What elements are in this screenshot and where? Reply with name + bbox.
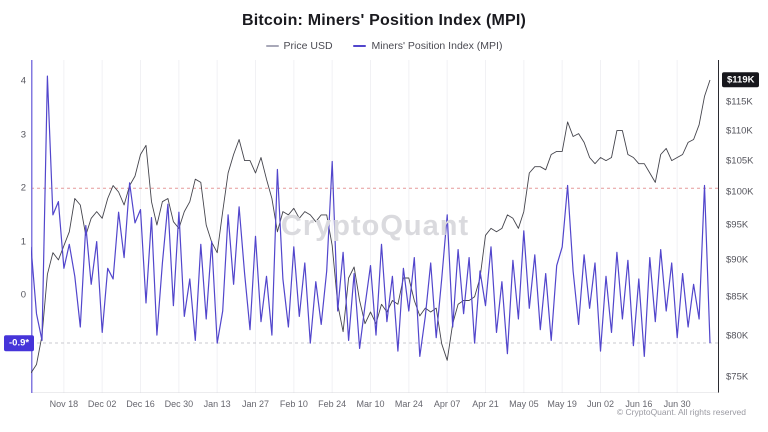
legend-label-mpi: Miners' Position Index (MPI) (371, 40, 503, 52)
right-axis-tick: $90K (726, 254, 749, 266)
left-axis-tick: 1 (20, 236, 26, 248)
x-axis-tick: Feb 24 (318, 399, 347, 409)
x-axis-tick: Jun 30 (663, 399, 691, 409)
x-axis-tick: Jan 27 (242, 399, 270, 409)
copyright-notice: © CryptoQuant. All rights reserved (616, 407, 746, 417)
legend-item-price[interactable]: Price USD (265, 40, 333, 52)
mpi-line (31, 75, 711, 357)
x-axis-tick: Jan 13 (203, 399, 231, 409)
x-axis-tick: May 19 (547, 399, 577, 409)
right-axis-tick: $80K (726, 330, 749, 342)
legend-item-mpi[interactable]: Miners' Position Index (MPI) (353, 40, 502, 52)
x-axis-tick: May 05 (509, 399, 539, 409)
right-axis-tick: $85K (726, 291, 749, 303)
mpi-line-swatch-icon (353, 45, 367, 48)
x-axis-tick: Jun 16 (625, 399, 653, 409)
x-axis-tick: Feb 10 (279, 399, 308, 409)
latest-mpi-badge: -0.9* (4, 335, 35, 351)
right-axis-tick: $110K (726, 125, 753, 137)
x-axis-tick: Dec 02 (87, 399, 117, 409)
x-axis-tick: Mar 10 (356, 399, 385, 409)
price-line (31, 79, 711, 374)
left-axis-tick: 4 (20, 75, 26, 87)
x-axis-tick: Nov 18 (49, 399, 79, 409)
price-line-swatch-icon (265, 45, 279, 48)
right-axis-tick: $95K (726, 219, 749, 231)
plot-area[interactable]: CryptoQuant (31, 60, 719, 393)
chart-title: Bitcoin: Miners' Position Index (MPI) (241, 12, 527, 29)
x-axis-tick: Dec 30 (164, 399, 194, 409)
chart-legend: Price USD Miners' Position Index (MPI) (0, 40, 768, 52)
x-axis-tick: Jun 02 (586, 399, 615, 409)
right-axis-tick: $75K (726, 371, 749, 383)
left-axis-tick: 3 (20, 129, 26, 141)
x-axis-tick: Apr 21 (472, 399, 499, 409)
right-axis-tick: $115K (726, 96, 753, 108)
x-axis-tick: Mar 24 (394, 399, 423, 409)
legend-label-price: Price USD (283, 40, 333, 52)
x-axis-tick: Apr 07 (433, 399, 461, 409)
left-axis-tick: 0 (20, 289, 26, 301)
left-axis-tick: 2 (20, 182, 26, 194)
x-axis-tick: Dec 16 (126, 399, 155, 409)
right-axis-tick: $105K (726, 155, 754, 167)
latest-price-badge: $119K (722, 72, 760, 88)
right-axis-tick: $100K (726, 186, 754, 198)
chart-canvas[interactable] (31, 60, 719, 393)
